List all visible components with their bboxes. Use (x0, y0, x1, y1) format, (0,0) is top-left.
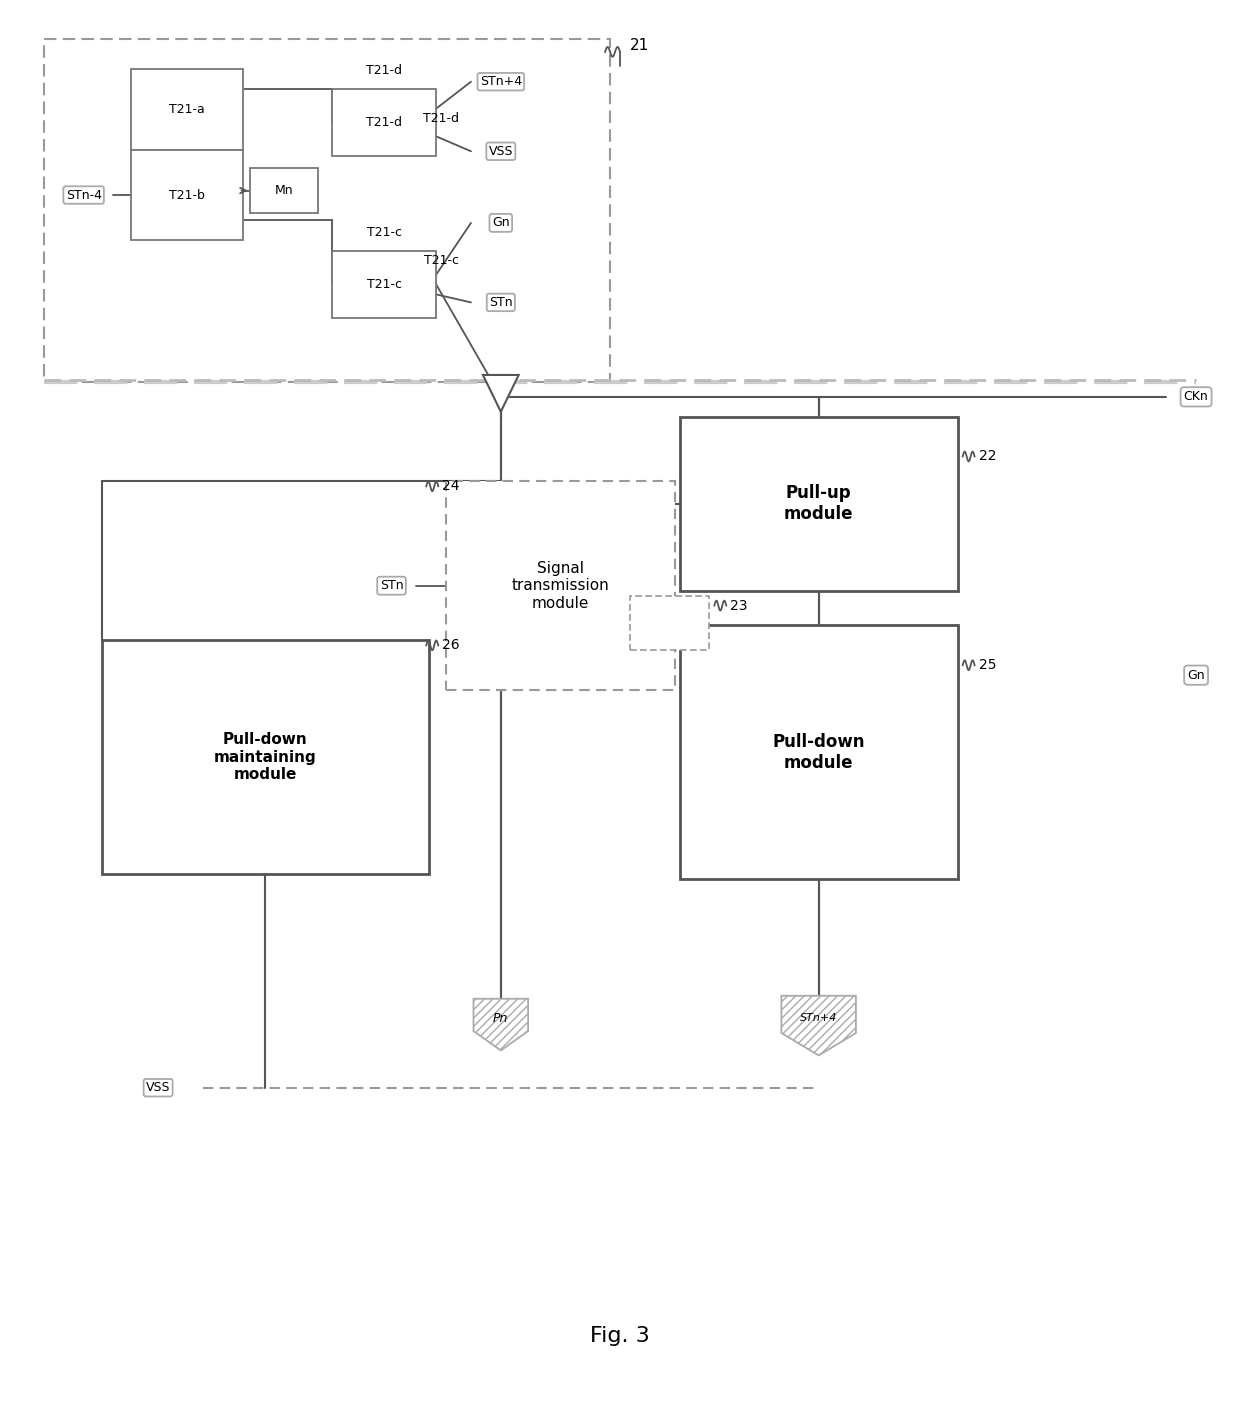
Bar (131, 151, 243, 240)
Text: VSS: VSS (146, 1081, 170, 1095)
Bar (102, 640, 429, 874)
Text: T21-d: T21-d (423, 111, 459, 125)
Bar (630, 596, 709, 651)
Text: Pull-down
maintaining
module: Pull-down maintaining module (215, 733, 316, 782)
Text: T21-d: T21-d (366, 116, 402, 130)
Text: 21: 21 (630, 38, 650, 54)
Text: 23: 23 (730, 599, 748, 613)
Text: STn+4: STn+4 (800, 1013, 837, 1023)
Text: T21-a: T21-a (169, 103, 205, 116)
Text: STn: STn (489, 296, 512, 309)
Bar (332, 251, 436, 318)
Text: Mn: Mn (275, 185, 294, 197)
Bar (250, 168, 317, 213)
Text: T21-c: T21-c (424, 254, 459, 268)
Text: STn: STn (379, 579, 403, 592)
Text: Signal
transmission
module: Signal transmission module (512, 561, 609, 610)
Bar (131, 69, 243, 151)
Polygon shape (474, 999, 528, 1051)
Text: Gn: Gn (492, 217, 510, 230)
Text: 22: 22 (978, 449, 996, 464)
Text: STn+4: STn+4 (480, 75, 522, 89)
Bar (43, 39, 610, 382)
Bar (680, 417, 957, 590)
Bar (446, 482, 675, 690)
Polygon shape (781, 996, 856, 1055)
Text: CKn: CKn (1184, 390, 1209, 403)
Text: 24: 24 (443, 479, 460, 493)
Bar (680, 626, 957, 879)
Text: Pull-down
module: Pull-down module (773, 733, 866, 772)
Text: T21-d: T21-d (366, 63, 402, 76)
Text: T21-b: T21-b (169, 189, 205, 201)
Text: Gn: Gn (1187, 669, 1205, 682)
Text: VSS: VSS (489, 145, 513, 158)
Text: Pull-up
module: Pull-up module (784, 485, 853, 523)
Text: 26: 26 (443, 638, 460, 652)
Text: STn-4: STn-4 (66, 189, 102, 201)
Text: T21-c: T21-c (367, 278, 402, 292)
Text: 25: 25 (978, 658, 996, 672)
Polygon shape (482, 375, 518, 411)
Text: Pn: Pn (494, 1012, 508, 1024)
Text: Fig. 3: Fig. 3 (590, 1326, 650, 1346)
Bar (332, 89, 436, 156)
Text: T21-c: T21-c (367, 225, 402, 238)
